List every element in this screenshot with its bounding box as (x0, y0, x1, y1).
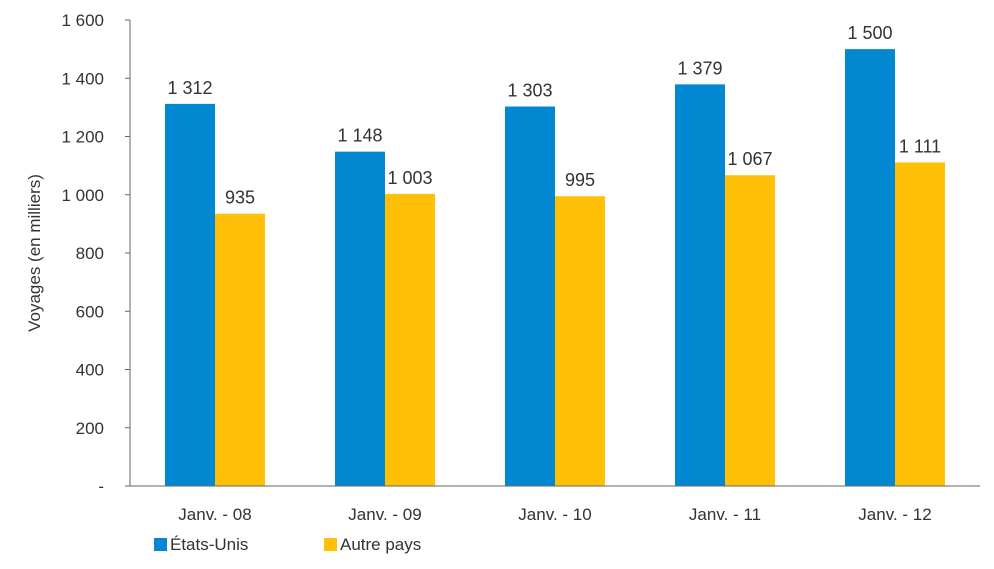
y-tick-label: 800 (76, 244, 104, 263)
y-axis: - 200 400 600 800 1 000 1 200 1 400 1 600 (61, 11, 131, 496)
bar (505, 106, 555, 486)
bar (675, 84, 725, 487)
legend-label: États-Unis (170, 535, 248, 554)
bar (895, 162, 945, 486)
bars (165, 49, 945, 487)
data-labels: 1 312 935 1 148 1 003 1 303 995 1 379 1 067 1 50… (167, 23, 941, 208)
data-label: 995 (565, 170, 595, 190)
data-label: 1 303 (507, 81, 552, 101)
y-axis-label: Voyages (en milliers) (25, 174, 44, 332)
legend-label: Autre pays (340, 535, 421, 554)
bar (385, 193, 435, 486)
bar (215, 213, 265, 486)
y-tick-label: 600 (76, 302, 104, 321)
data-label: 1 148 (337, 126, 382, 146)
bar (845, 49, 895, 486)
data-label: 1 067 (727, 149, 772, 169)
y-tick-label: 1 600 (61, 11, 104, 30)
x-tick-label: Janv. - 08 (178, 505, 251, 524)
data-label: 1 312 (167, 78, 212, 98)
bar (165, 103, 215, 486)
data-label: 1 111 (899, 136, 941, 156)
y-tick-label: 200 (76, 419, 104, 438)
y-tick-label: - (98, 477, 104, 496)
bar (335, 151, 385, 486)
legend-swatch (324, 538, 337, 551)
legend: États-Unis Autre pays (154, 535, 421, 554)
data-label: 935 (225, 188, 255, 208)
x-tick-label: Janv. - 09 (348, 505, 421, 524)
legend-swatch (154, 538, 167, 551)
data-label: 1 003 (387, 168, 432, 188)
y-tick-label: 1 200 (61, 128, 104, 147)
data-label: 1 500 (847, 23, 892, 43)
data-label: 1 379 (677, 58, 722, 78)
x-tick-label: Janv. - 12 (858, 505, 931, 524)
bar (555, 196, 605, 487)
x-tick-label: Janv. - 10 (518, 505, 591, 524)
y-tick-label: 1 400 (61, 69, 104, 88)
x-tick-label: Janv. - 11 (689, 505, 761, 524)
y-tick-label: 400 (76, 361, 104, 380)
x-axis: Janv. - 08 Janv. - 09 Janv. - 10 Janv. - 11… (130, 485, 980, 524)
y-tick-label: 1 000 (61, 186, 104, 205)
bar (725, 175, 775, 486)
